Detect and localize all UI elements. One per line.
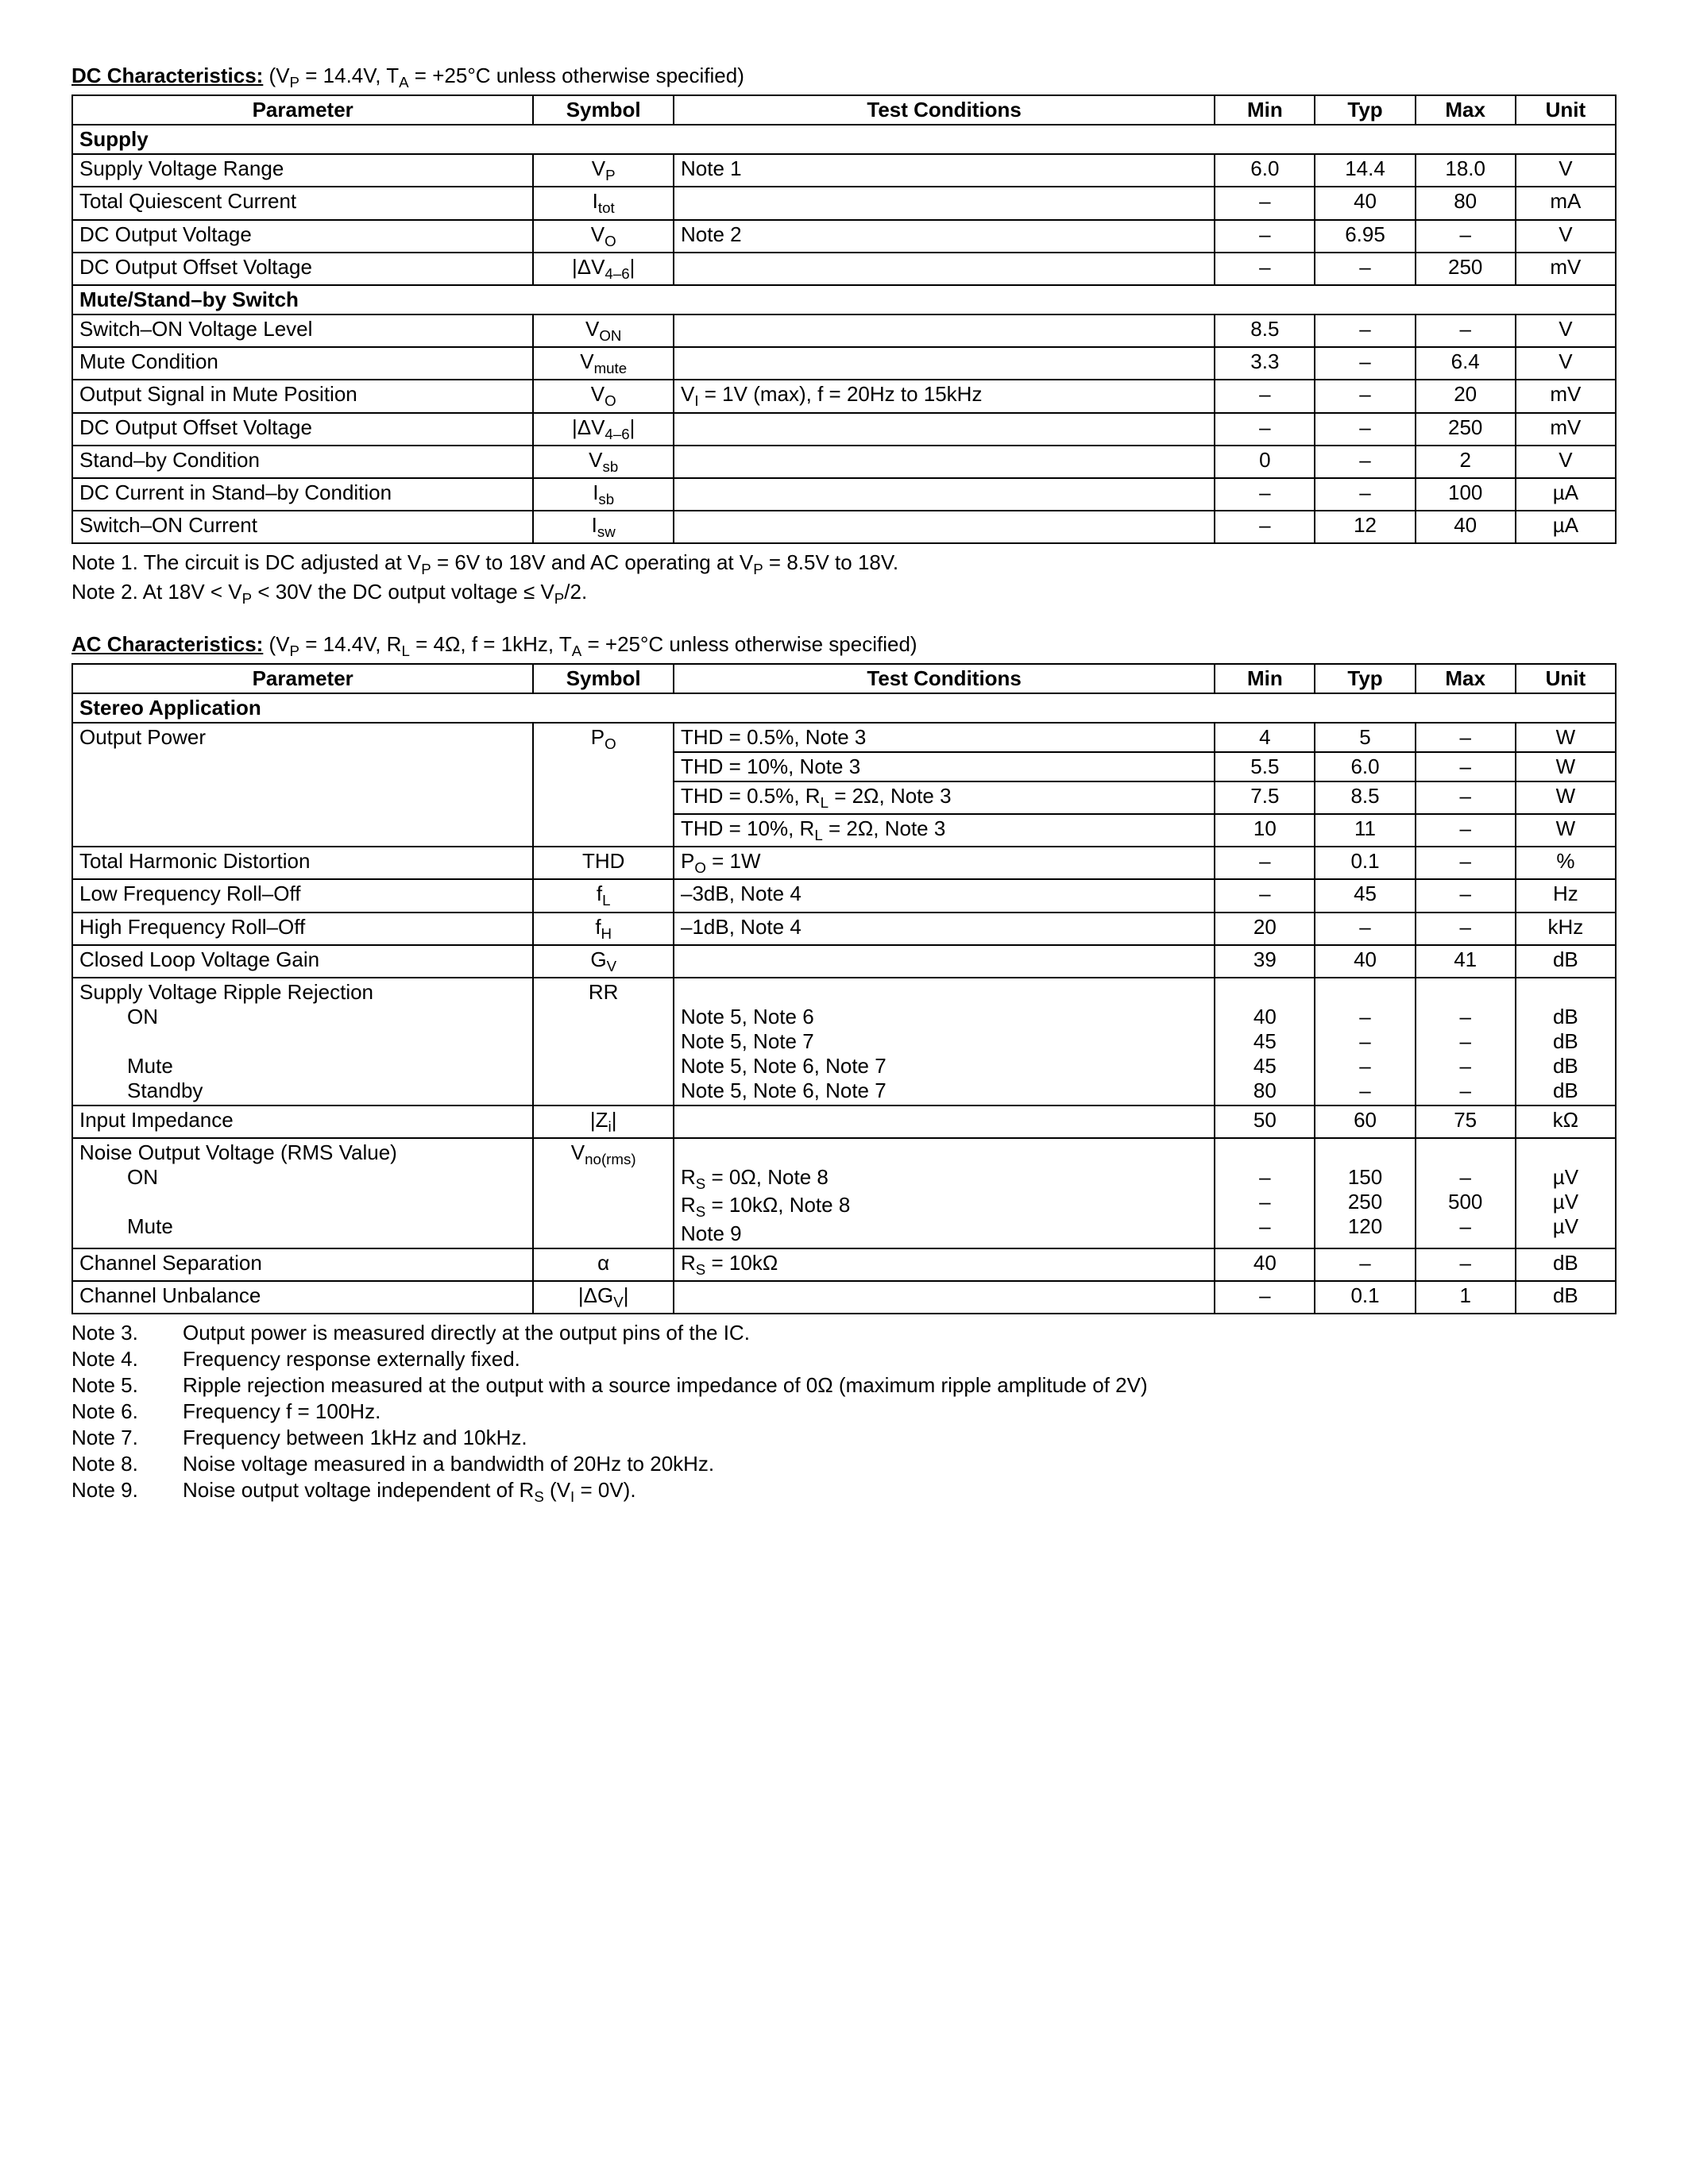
dc-characteristics-table: Parameter Symbol Test Conditions Min Typ…	[71, 95, 1617, 544]
col-parameter: Parameter	[72, 95, 533, 125]
dc-notes: Note 1. The circuit is DC adjusted at VP…	[71, 550, 1617, 608]
col-max: Max	[1416, 95, 1516, 125]
dc-characteristics-title: DC Characteristics: (VP = 14.4V, TA = +2…	[71, 64, 1617, 91]
note-9: Note 9.Noise output voltage independent …	[71, 1478, 1617, 1506]
table-row: Channel Unbalance |ΔGV| – 0.1 1 dB	[72, 1281, 1616, 1314]
table-row: Channel Separation α RS = 10kΩ 40 – – dB	[72, 1248, 1616, 1281]
col-min: Min	[1215, 95, 1315, 125]
table-row: DC Output Offset Voltage |ΔV4–6| – – 250…	[72, 253, 1616, 285]
note-4: Note 4.Frequency response externally fix…	[71, 1347, 1617, 1372]
table-row: Output Signal in Mute Position VO VI = 1…	[72, 380, 1616, 412]
ac-title-label: AC Characteristics:	[71, 632, 263, 656]
table-row: DC Output Voltage VO Note 2 – 6.95 – V	[72, 220, 1616, 253]
table-row: Mute Condition Vmute 3.3 – 6.4 V	[72, 347, 1616, 380]
table-row: Switch–ON Current Isw – 12 40 µA	[72, 511, 1616, 543]
table-row: DC Output Offset Voltage |ΔV4–6| – – 250…	[72, 413, 1616, 446]
note-7: Note 7.Frequency between 1kHz and 10kHz.	[71, 1426, 1617, 1450]
table-header-row: Parameter Symbol Test Conditions Min Typ…	[72, 95, 1616, 125]
table-row: Output Power PO THD = 0.5%, Note 3 4 5 –…	[72, 723, 1616, 752]
ac-notes: Note 3.Output power is measured directly…	[71, 1321, 1617, 1506]
ac-characteristics-table: Parameter Symbol Test Conditions Min Typ…	[71, 663, 1617, 1314]
table-row: Noise Output Voltage (RMS Value) ON Mute…	[72, 1138, 1616, 1248]
note-5: Note 5.Ripple rejection measured at the …	[71, 1373, 1617, 1398]
table-row: Low Frequency Roll–Off fL –3dB, Note 4 –…	[72, 879, 1616, 912]
col-typ: Typ	[1315, 95, 1415, 125]
table-row: Supply Voltage Range VP Note 1 6.0 14.4 …	[72, 154, 1616, 187]
table-row: High Frequency Roll–Off fH –1dB, Note 4 …	[72, 913, 1616, 945]
col-symbol: Symbol	[533, 95, 674, 125]
table-row: DC Current in Stand–by Condition Isb – –…	[72, 478, 1616, 511]
dc-title-label: DC Characteristics:	[71, 64, 263, 87]
table-row: Total Harmonic Distortion THD PO = 1W – …	[72, 847, 1616, 879]
section-stereo: Stereo Application	[72, 693, 1616, 723]
note-1: Note 1. The circuit is DC adjusted at VP…	[71, 550, 1617, 578]
note-6: Note 6.Frequency f = 100Hz.	[71, 1399, 1617, 1424]
col-unit: Unit	[1516, 95, 1616, 125]
table-row: Supply Voltage Ripple Rejection ON Mute …	[72, 978, 1616, 1106]
note-2: Note 2. At 18V < VP < 30V the DC output …	[71, 580, 1617, 608]
table-row: Stand–by Condition Vsb 0 – 2 V	[72, 446, 1616, 478]
table-row: Input Impedance |Zi| 50 60 75 kΩ	[72, 1106, 1616, 1138]
table-header-row: Parameter Symbol Test Conditions Min Typ…	[72, 664, 1616, 693]
dc-title-cond: (VP = 14.4V, TA = +25°C unless otherwise…	[263, 64, 744, 87]
table-row: Total Quiescent Current Itot – 40 80 mA	[72, 187, 1616, 219]
table-row: Closed Loop Voltage Gain GV 39 40 41 dB	[72, 945, 1616, 978]
ac-characteristics-title: AC Characteristics: (VP = 14.4V, RL = 4Ω…	[71, 632, 1617, 660]
ac-title-cond: (VP = 14.4V, RL = 4Ω, f = 1kHz, TA = +25…	[263, 632, 917, 656]
note-8: Note 8.Noise voltage measured in a bandw…	[71, 1452, 1617, 1476]
section-mute-standby: Mute/Stand–by Switch	[72, 285, 1616, 314]
section-supply: Supply	[72, 125, 1616, 154]
col-test: Test Conditions	[674, 95, 1215, 125]
note-3: Note 3.Output power is measured directly…	[71, 1321, 1617, 1345]
table-row: Switch–ON Voltage Level VON 8.5 – – V	[72, 314, 1616, 347]
